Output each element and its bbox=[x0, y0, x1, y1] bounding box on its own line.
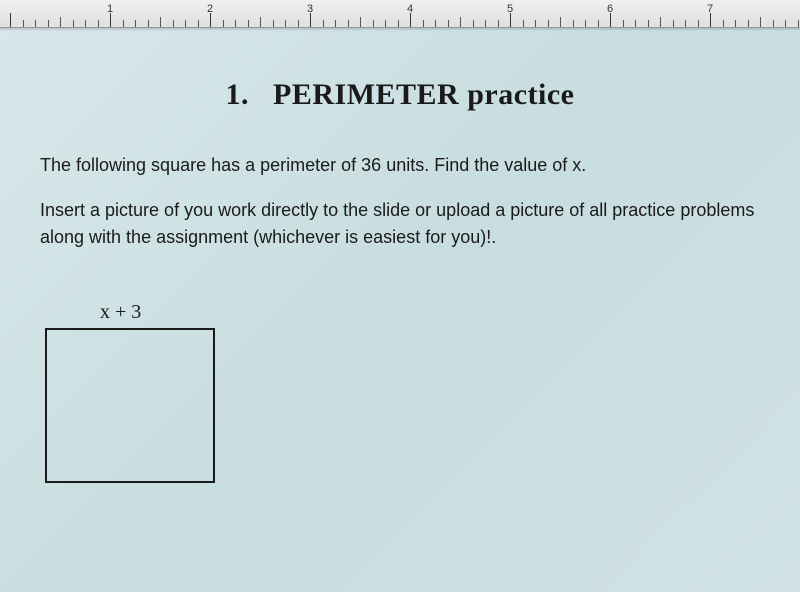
ruler-minor-tick bbox=[598, 20, 599, 27]
ruler-minor-tick bbox=[198, 20, 199, 27]
ruler-minor-tick bbox=[423, 20, 424, 27]
ruler-minor-tick bbox=[535, 20, 536, 27]
diagram-container: x + 3 bbox=[45, 301, 760, 483]
ruler-minor-tick bbox=[748, 20, 749, 27]
ruler-minor-tick bbox=[398, 20, 399, 27]
ruler-minor-tick bbox=[235, 20, 236, 27]
ruler-minor-tick bbox=[273, 20, 274, 27]
ruler-minor-tick bbox=[498, 20, 499, 27]
ruler-minor-tick bbox=[385, 20, 386, 27]
ruler-major-tick bbox=[210, 13, 211, 27]
ruler-minor-tick bbox=[335, 20, 336, 27]
ruler-minor-tick bbox=[48, 20, 49, 27]
ruler-minor-tick bbox=[760, 17, 761, 27]
ruler-minor-tick bbox=[98, 20, 99, 27]
ruler-label: 6 bbox=[607, 3, 613, 15]
ruler-major-tick bbox=[110, 13, 111, 27]
ruler-minor-tick bbox=[685, 20, 686, 27]
ruler-minor-tick bbox=[60, 17, 61, 27]
ruler-major-tick bbox=[10, 13, 11, 27]
ruler-minor-tick bbox=[560, 17, 561, 27]
ruler-minor-tick bbox=[623, 20, 624, 27]
ruler-label: 4 bbox=[407, 3, 413, 15]
ruler-minor-tick bbox=[123, 20, 124, 27]
ruler-minor-tick bbox=[798, 20, 799, 27]
ruler-minor-tick bbox=[585, 20, 586, 27]
horizontal-ruler: 12345678 bbox=[0, 0, 800, 28]
ruler-minor-tick bbox=[785, 20, 786, 27]
title-text: PERIMETER practice bbox=[273, 78, 574, 111]
ruler-minor-tick bbox=[460, 17, 461, 27]
ruler-minor-tick bbox=[173, 20, 174, 27]
ruler-minor-tick bbox=[373, 20, 374, 27]
ruler-minor-tick bbox=[773, 20, 774, 27]
ruler-minor-tick bbox=[635, 20, 636, 27]
ruler-major-tick bbox=[310, 13, 311, 27]
ruler-minor-tick bbox=[523, 20, 524, 27]
ruler-minor-tick bbox=[135, 20, 136, 27]
ruler-minor-tick bbox=[348, 20, 349, 27]
ruler-major-tick bbox=[710, 13, 711, 27]
ruler-minor-tick bbox=[298, 20, 299, 27]
page-title: 1. PERIMETER practice bbox=[40, 78, 760, 112]
ruler-label: 2 bbox=[207, 3, 213, 15]
ruler-minor-tick bbox=[435, 20, 436, 27]
document-body: 1. PERIMETER practice The following squa… bbox=[0, 28, 800, 483]
ruler-minor-tick bbox=[160, 17, 161, 27]
ruler-minor-tick bbox=[185, 20, 186, 27]
ruler-minor-tick bbox=[248, 20, 249, 27]
instruction-text: Insert a picture of you work directly to… bbox=[40, 197, 760, 251]
ruler-minor-tick bbox=[723, 20, 724, 27]
ruler-minor-tick bbox=[360, 17, 361, 27]
ruler-minor-tick bbox=[648, 20, 649, 27]
ruler-minor-tick bbox=[23, 20, 24, 27]
ruler-major-tick bbox=[610, 13, 611, 27]
ruler-minor-tick bbox=[85, 20, 86, 27]
ruler-minor-tick bbox=[148, 20, 149, 27]
ruler-minor-tick bbox=[73, 20, 74, 27]
ruler-label: 1 bbox=[107, 3, 113, 15]
ruler-minor-tick bbox=[698, 20, 699, 27]
ruler-minor-tick bbox=[448, 20, 449, 27]
ruler-minor-tick bbox=[323, 20, 324, 27]
ruler-minor-tick bbox=[223, 20, 224, 27]
ruler-minor-tick bbox=[35, 20, 36, 27]
ruler-minor-tick bbox=[573, 20, 574, 27]
ruler-major-tick bbox=[410, 13, 411, 27]
ruler-minor-tick bbox=[673, 20, 674, 27]
ruler-minor-tick bbox=[548, 20, 549, 27]
ruler-minor-tick bbox=[285, 20, 286, 27]
ruler-label: 5 bbox=[507, 3, 513, 15]
title-number: 1. bbox=[226, 78, 250, 111]
square-side-label: x + 3 bbox=[100, 301, 760, 324]
ruler-label: 3 bbox=[307, 3, 313, 15]
ruler-minor-tick bbox=[260, 17, 261, 27]
ruler-minor-tick bbox=[660, 17, 661, 27]
problem-statement: The following square has a perimeter of … bbox=[40, 152, 760, 179]
ruler-minor-tick bbox=[473, 20, 474, 27]
ruler-label: 7 bbox=[707, 3, 713, 15]
ruler-major-tick bbox=[510, 13, 511, 27]
ruler-minor-tick bbox=[735, 20, 736, 27]
ruler-minor-tick bbox=[485, 20, 486, 27]
square-shape bbox=[45, 328, 215, 483]
